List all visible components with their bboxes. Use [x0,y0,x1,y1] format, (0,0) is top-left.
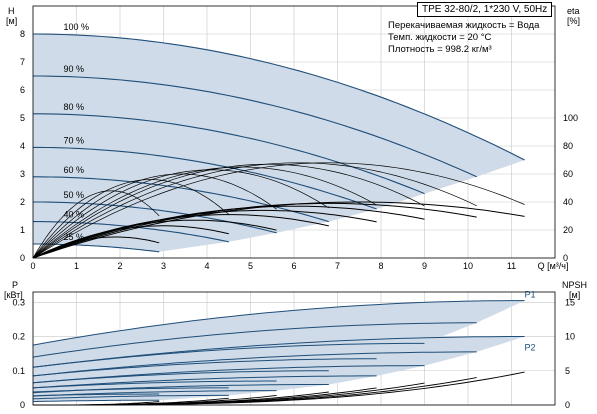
x-tick-label: 7 [335,261,340,271]
y-tick-label-eta: 0 [563,253,568,263]
y-axis-label-head: H [8,6,15,16]
head-curve-label: 80 % [63,102,84,112]
y-axis-unit-head: [м] [6,16,17,26]
power-curve-p1 [32,358,377,377]
x-tick-label: 10 [463,261,473,271]
y-tick-label-head: 4 [20,141,25,151]
x-tick-label: 11 [507,261,516,271]
operating-area-head [33,34,525,252]
y-axis-label-eta: eta [567,6,580,16]
efficiency-curve-total [32,225,229,259]
plot-frame-top [32,5,556,259]
y-tick-label-power: 0 [20,400,25,410]
x-tick-label: 1 [74,261,79,271]
y-tick-label-eta: 100 [563,113,578,123]
y-tick-label-npsh: 10 [565,332,575,342]
power-curve-p2 [32,384,329,394]
head-curve [32,33,525,161]
x-tick-label: 2 [117,261,122,271]
fluid-info-liquid: Перекачиваемая жидкость = Вода [388,20,540,31]
fluid-info: Перекачиваемая жидкость = Вода Темп. жид… [388,20,539,56]
y-tick-label-head: 5 [20,113,25,123]
y-tick-label-head: 3 [20,169,25,179]
y-axis-unit-npsh: [м] [569,290,580,300]
power-curve-p2 [32,399,160,403]
head-curve [33,75,477,178]
power-curve-p2 [32,375,377,389]
efficiency-curve [32,169,329,259]
y-tick-label-npsh: 15 [565,297,575,307]
efficiency-curve [32,162,525,259]
head-curve-label: 25 % [63,232,84,242]
power-curve-p2 [32,394,229,400]
y-tick-label-power: 0.2 [12,332,25,342]
y-tick-label-head: 8 [20,29,25,39]
power-curve-p2 [32,390,277,397]
chart-title: TPE 32-80/2, 1*230 V, 50Hz [417,2,553,17]
efficiency-curve [32,162,477,259]
y-tick-label-eta: 40 [563,197,573,207]
efficiency-curve [32,179,230,259]
series-label-p2: P2 [525,343,536,353]
y-tick-label-eta: 20 [563,225,573,235]
x-tick-label: 9 [422,261,427,271]
y-tick-label-head: 0 [20,253,25,263]
efficiency-curve-total [32,209,377,259]
fluid-info-temperature: Темп. жидкости = 20 °C [388,32,492,43]
x-tick-label: 0 [30,261,35,271]
power-curve-p2 [32,351,477,377]
efficiency-curve [32,173,277,259]
power-curve-p2 [32,336,525,368]
y-tick-label-power: 0.3 [12,297,25,307]
head-curve-label: 90 % [63,64,84,74]
head-curve-label: 40 % [63,210,84,220]
y-tick-label-power: 0.1 [12,366,25,376]
y-axis-unit-power: [кВт] [4,290,23,300]
y-tick-label-head: 7 [20,57,25,67]
head-curve [33,243,160,253]
efficiency-curve-total [32,202,477,259]
y-tick-label-head: 6 [20,85,25,95]
efficiency-curve [32,163,425,259]
y-tick-label-npsh: 5 [565,366,570,376]
y-tick-label-eta: 60 [563,169,573,179]
y-tick-label-npsh: 0 [565,400,570,410]
y-tick-label-eta: 80 [563,141,573,151]
power-curve-p1 [32,322,477,358]
head-curve [33,201,277,234]
y-tick-label-head: 1 [20,225,25,235]
head-curve [33,176,329,223]
head-curve-label: 100 % [63,22,89,32]
efficiency-curve [32,190,160,259]
head-curve-label: 50 % [63,190,84,200]
y-axis-label-npsh: NPSH [562,280,587,290]
head-curve-label: 60 % [63,165,84,175]
power-curve-p1 [32,300,525,346]
head-curve [33,146,377,210]
x-axis-label: Q [м³/ч] [538,261,569,271]
power-curve-p2 [32,365,425,384]
y-axis-unit-eta: [%] [567,16,580,26]
y-tick-label-head: 2 [20,197,25,207]
y-axis-label-power: P [12,280,18,290]
fluid-info-density: Плотность = 998.2 кг/м³ [388,44,492,55]
x-tick-label: 4 [204,261,209,271]
x-tick-label: 8 [378,261,383,271]
efficiency-curve-total [32,236,160,259]
series-label-p1: P1 [525,290,536,300]
plot-frame-bottom [32,291,556,406]
power-curve-p1 [32,380,277,389]
x-tick-label: 3 [161,261,166,271]
head-curve-label: 70 % [63,135,84,145]
x-tick-label: 6 [291,261,296,271]
x-tick-label: 5 [248,261,253,271]
head-curve [33,113,425,195]
